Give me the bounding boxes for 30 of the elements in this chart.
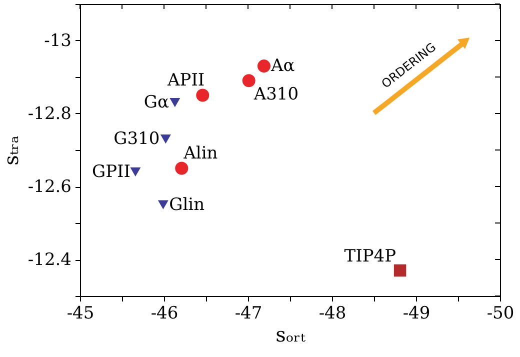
point — [160, 134, 171, 144]
x-tick-label: -47 — [234, 304, 262, 324]
point — [170, 98, 180, 108]
y-tick-label: -12.6 — [28, 177, 72, 197]
annotation: Glin — [169, 194, 205, 215]
annotation: GPII — [92, 162, 130, 182]
point — [196, 88, 210, 102]
x-tick-label: -45 — [66, 304, 94, 324]
annotation: Gα — [144, 92, 170, 113]
point — [130, 167, 141, 176]
x-tick-label: -50 — [486, 304, 514, 324]
y-tick-label: -13 — [44, 31, 72, 51]
point — [394, 264, 406, 277]
point — [242, 74, 256, 88]
x-tick-label: -49 — [402, 304, 430, 324]
y-tick-label: -12.4 — [28, 250, 72, 270]
y-tick-label: -12.8 — [28, 104, 72, 124]
point — [257, 60, 270, 73]
x-tick-label: -46 — [150, 304, 178, 324]
annotation: G310 — [114, 129, 160, 150]
point — [158, 200, 168, 210]
point — [175, 162, 188, 175]
annotation: APII — [166, 70, 205, 90]
annotation: Alin — [182, 143, 218, 164]
annotation: Aα — [270, 56, 296, 76]
x-axis-title: sₒᵣₜ — [276, 322, 306, 346]
annotation: TIP4P — [344, 246, 396, 266]
x-tick-label: -48 — [318, 304, 346, 324]
annotation: A310 — [252, 84, 299, 105]
y-axis-title: sₜᵣₐ — [0, 135, 23, 166]
